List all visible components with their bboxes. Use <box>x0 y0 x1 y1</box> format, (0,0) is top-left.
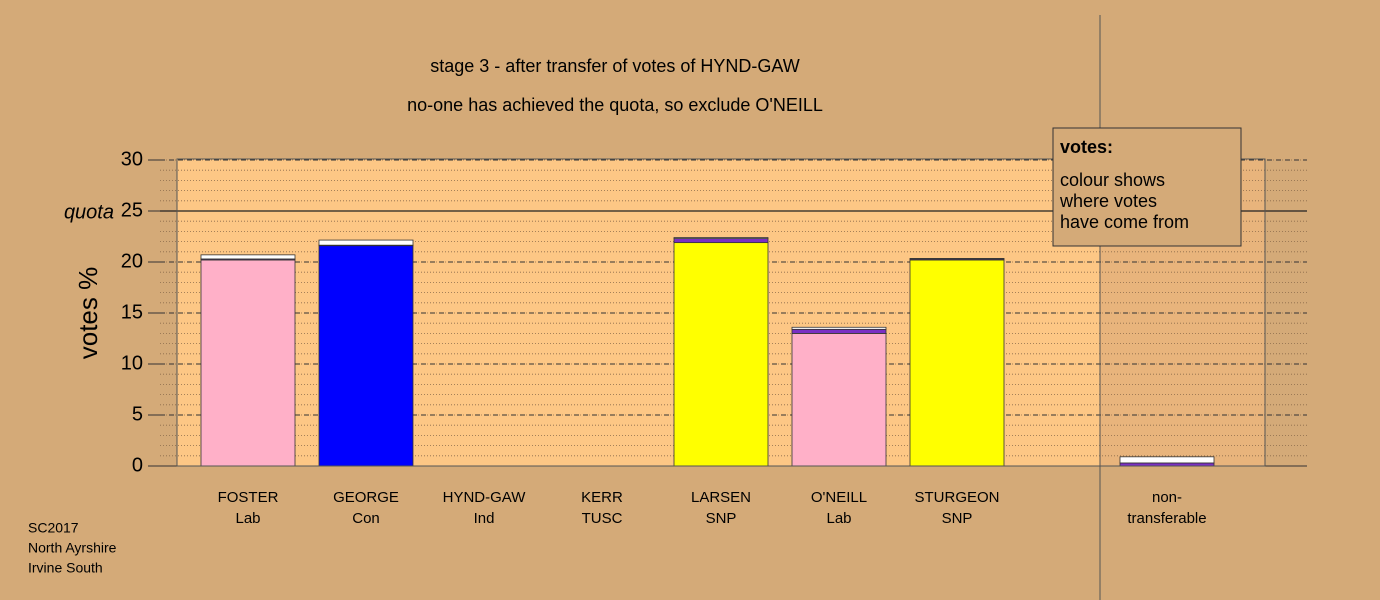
x-tick-label: HYND-GAW <box>443 489 527 506</box>
chart-subtitle: no-one has achieved the quota, so exclud… <box>407 95 823 115</box>
bar-segment <box>909 258 1005 260</box>
y-tick-label: 0 <box>132 454 143 476</box>
footer: Irvine South <box>28 560 103 576</box>
x-tick-label: Ind <box>474 510 495 527</box>
legend: votes: colour shows where votes have com… <box>1052 127 1242 247</box>
legend-text: colour shows <box>1060 170 1165 190</box>
x-tick-label: KERR <box>581 489 623 506</box>
x-tick-label: GEORGE <box>333 489 399 506</box>
bar-segment <box>673 242 769 467</box>
y-tick-label: 15 <box>121 301 143 323</box>
x-tick-label: LARSEN <box>691 489 751 506</box>
x-tick-label: SNP <box>706 510 737 527</box>
bar-segment <box>673 238 769 244</box>
bar-segment <box>791 332 887 467</box>
bar-segment <box>318 239 414 246</box>
bar-segment <box>1119 456 1215 464</box>
legend-text: where votes <box>1059 191 1157 211</box>
bar-segment <box>791 326 887 330</box>
bar-segment <box>318 245 414 467</box>
plot-border <box>176 158 1266 467</box>
x-tick-label: transferable <box>1127 510 1206 527</box>
bar-segment <box>791 328 887 334</box>
legend-box <box>1052 127 1242 247</box>
x-tick-label: O'NEILL <box>811 489 867 506</box>
y-tick-label: 20 <box>121 250 143 272</box>
x-tick-label: STURGEON <box>914 489 999 506</box>
legend-title: votes: <box>1060 137 1113 157</box>
bar-segment <box>200 254 296 260</box>
y-tick-label: quota <box>64 201 114 223</box>
x-tick-label: FOSTER <box>218 489 279 506</box>
x-tick-label: Lab <box>235 510 260 527</box>
x-tick-label: Con <box>352 510 380 527</box>
footer: SC2017 <box>28 520 79 536</box>
x-tick-label: TUSC <box>582 510 623 527</box>
legend-text: have come from <box>1060 212 1189 232</box>
y-tick-label: 30 <box>121 148 143 170</box>
x-tick-label: SNP <box>942 510 973 527</box>
y-tick-label: 5 <box>132 403 143 425</box>
chart-title: stage 3 - after transfer of votes of HYN… <box>430 56 799 76</box>
bar-segment <box>673 237 769 239</box>
footer: North Ayrshire <box>28 540 117 556</box>
x-tick-label: non- <box>1152 489 1182 506</box>
y-axis-label: votes % <box>73 267 103 360</box>
x-tick-label: Lab <box>826 510 851 527</box>
bar-segment <box>200 259 296 467</box>
y-tick-label: 10 <box>121 352 143 374</box>
y-tick-label: 25 <box>121 199 143 221</box>
bar-segment <box>909 259 1005 467</box>
